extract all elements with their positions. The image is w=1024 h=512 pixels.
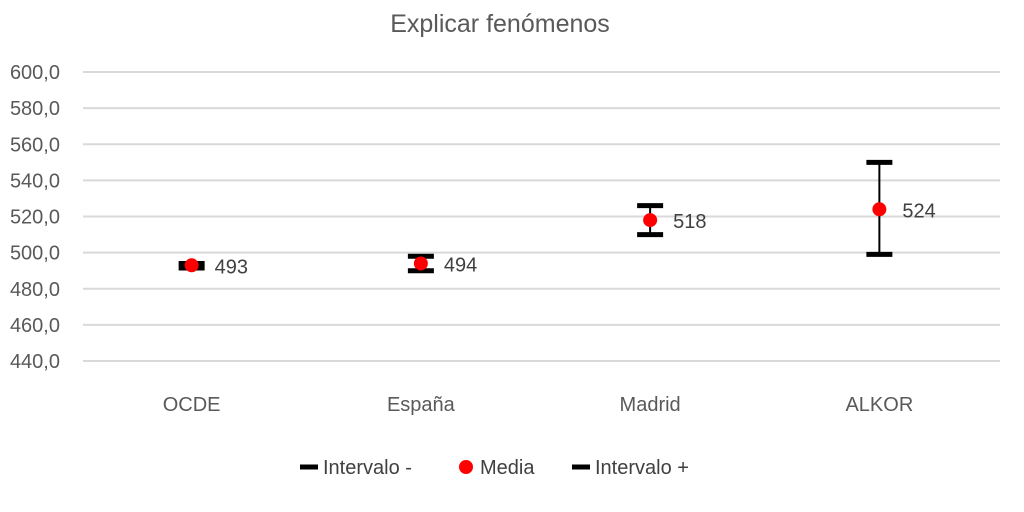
- legend: Intervalo - Media Intervalo +: [300, 457, 689, 479]
- media-point: [643, 213, 658, 228]
- y-tick-label: 540,0: [10, 170, 60, 192]
- media-point: [184, 258, 199, 273]
- legend-label: Intervalo -: [323, 457, 412, 479]
- y-tick-label: 500,0: [10, 243, 60, 265]
- data-label: 518: [673, 211, 706, 233]
- x-tick-label: Madrid: [620, 394, 681, 416]
- y-tick-label: 560,0: [10, 134, 60, 156]
- data-marks: 493 494 518 524: [178, 159, 936, 278]
- chart-title: Explicar fenómenos: [390, 10, 610, 38]
- gridlines: [83, 71, 1000, 362]
- legend-label: Intervalo +: [595, 457, 689, 479]
- y-tick-label: 440,0: [10, 351, 60, 373]
- legend-marker-media: [459, 460, 473, 474]
- data-label: 494: [444, 254, 477, 276]
- data-label: 524: [902, 200, 935, 222]
- y-tick-label: 520,0: [10, 207, 60, 229]
- x-tick-label: España: [387, 394, 456, 416]
- y-tick-label: 460,0: [10, 315, 60, 337]
- data-label: 493: [215, 256, 248, 278]
- x-tick-label: OCDE: [163, 394, 221, 416]
- y-tick-label: 580,0: [10, 98, 60, 120]
- x-axis-tick-labels: OCDE España Madrid ALKOR: [163, 394, 914, 416]
- media-point: [872, 202, 887, 217]
- media-point: [413, 256, 428, 271]
- x-tick-label: ALKOR: [845, 394, 913, 416]
- y-tick-label: 480,0: [10, 279, 60, 301]
- y-tick-label: 600,0: [10, 62, 60, 84]
- y-axis-tick-labels: 440,0 460,0 480,0 500,0 520,0 540,0 560,0 580,0…: [10, 62, 60, 373]
- legend-label: Media: [480, 457, 535, 479]
